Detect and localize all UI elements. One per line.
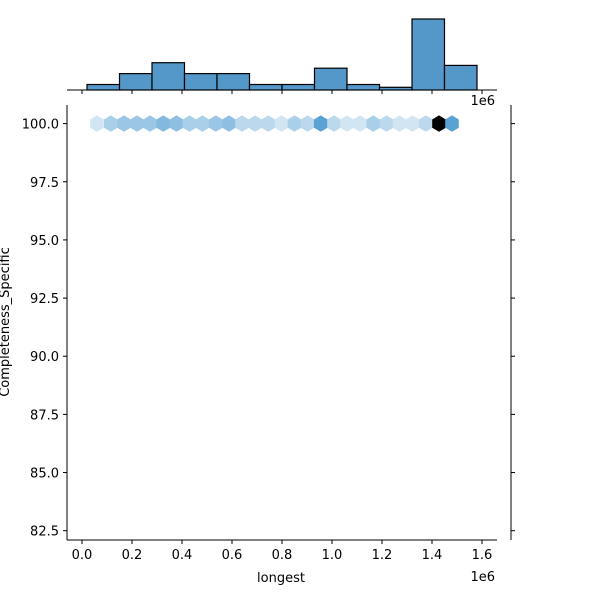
histogram-bar	[313, 67, 348, 91]
hexbin-cell	[104, 115, 118, 132]
hexbin-cell	[117, 115, 131, 132]
marginal-histogram	[86, 18, 478, 91]
histogram-bar	[118, 72, 153, 91]
hexbin-cell	[340, 115, 354, 132]
hexbin-cell	[418, 115, 433, 132]
hexbin-cell	[169, 115, 184, 132]
y-axis-label: Completeness_Specific	[0, 247, 13, 397]
hexbin-cell	[90, 115, 104, 132]
y-tick-label: 92.5	[30, 292, 59, 307]
histogram-bar	[151, 62, 186, 91]
hexbin-cell	[353, 115, 367, 132]
x-tick-label: 1.0	[322, 548, 343, 563]
y-ticks: 82.5 85.0 87.5 90.0 92.5 95.0 97.5 100.0	[22, 118, 67, 540]
hexbin-cell	[130, 115, 144, 132]
y-tick-label: 85.0	[30, 467, 59, 482]
histogram-bar	[216, 72, 251, 91]
x-tick-label: 0.0	[72, 548, 93, 563]
hexbin-cell	[379, 115, 394, 132]
hexbin-cell	[182, 115, 197, 132]
y-tick-label: 82.5	[30, 525, 59, 540]
histogram-bar	[281, 83, 316, 91]
x-axis-label: longest	[257, 571, 305, 586]
x-ticks: 0.0 0.2 0.4 0.6 0.8 1.0 1.2 1.4 1.6	[72, 90, 493, 563]
hexbin-cell	[445, 115, 459, 132]
hexbin-cell	[366, 115, 381, 132]
hexbin-cell	[405, 115, 420, 132]
hexbin-cell	[235, 115, 249, 132]
histogram-bar	[411, 18, 446, 91]
hexbin-cell	[248, 115, 262, 132]
hexbin-cell	[300, 115, 315, 132]
hexbin-cell	[156, 115, 171, 132]
y-tick-label: 97.5	[30, 176, 59, 191]
hexbin-cell	[195, 115, 210, 132]
axes	[66, 89, 512, 541]
marginal-y-ticks	[511, 123, 515, 532]
y-tick-label: 100.0	[22, 118, 59, 133]
histogram-bar	[248, 83, 283, 91]
y-tick-label: 87.5	[30, 408, 59, 423]
x-offset-label-bottom: 1e6	[470, 570, 495, 585]
hexbin-cell	[261, 115, 276, 132]
y-tick-label: 90.0	[30, 350, 59, 365]
hexbin-cell	[287, 115, 302, 132]
x-tick-label: 0.2	[122, 548, 143, 563]
x-tick-label: 0.6	[222, 548, 243, 563]
hexbin-cell	[432, 115, 446, 132]
histogram-bar	[443, 64, 478, 91]
y-tick-label: 95.0	[30, 234, 59, 249]
x-tick-label: 1.2	[372, 548, 393, 563]
hexbin-cell	[274, 115, 289, 132]
hexbin-cell	[222, 115, 236, 132]
hexbin-cell	[208, 115, 223, 132]
hexbin-cell	[143, 115, 157, 132]
hexbin-layer	[90, 115, 459, 132]
x-tick-label: 1.6	[472, 548, 493, 563]
x-offset-label-top: 1e6	[470, 94, 495, 109]
x-tick-label: 0.8	[272, 548, 293, 563]
x-tick-label: 1.4	[422, 548, 443, 563]
hexbin-cell	[327, 115, 341, 132]
histogram-bar	[86, 83, 121, 91]
x-tick-label: 0.4	[172, 548, 193, 563]
histogram-bar	[346, 83, 381, 91]
hexbin-cell	[392, 115, 407, 132]
hexbin-cell	[313, 115, 328, 132]
histogram-bar	[183, 72, 218, 91]
